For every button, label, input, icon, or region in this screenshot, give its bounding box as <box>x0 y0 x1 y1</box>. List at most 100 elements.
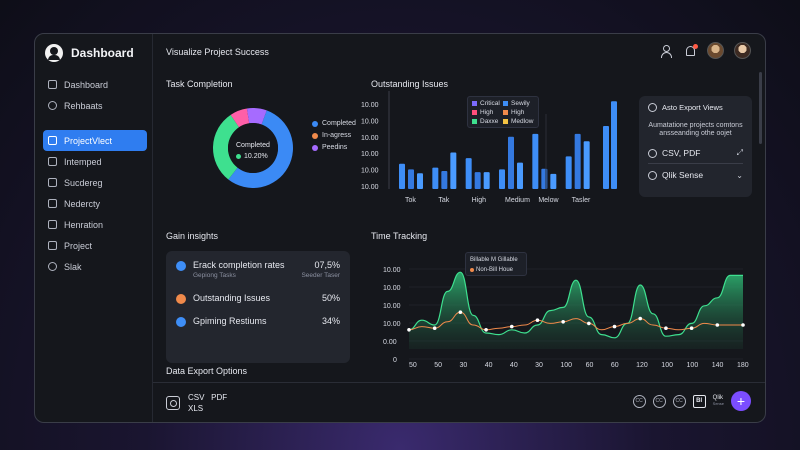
data-point[interactable] <box>612 324 617 329</box>
data-point[interactable] <box>664 326 668 330</box>
data-export-options: CSV PDF XLS <box>166 392 227 414</box>
notification-bell-icon[interactable] <box>683 43 698 58</box>
bar[interactable] <box>465 158 472 189</box>
bar[interactable] <box>532 133 539 189</box>
bi-icon[interactable]: BI <box>692 394 706 408</box>
data-point[interactable] <box>587 321 591 326</box>
bar[interactable] <box>517 162 523 189</box>
data-point[interactable] <box>535 318 540 322</box>
y-tick-label: 10.00 <box>361 118 379 125</box>
export-option-csv-pdf[interactable]: CSV, PDF ⤢ <box>648 148 743 158</box>
data-point[interactable] <box>484 328 488 332</box>
data-point[interactable] <box>509 324 514 329</box>
bar[interactable] <box>417 173 423 189</box>
x-tick-label: Medium <box>505 197 530 204</box>
data-point[interactable] <box>741 323 745 327</box>
bar[interactable] <box>408 169 414 189</box>
data-point[interactable] <box>432 326 437 330</box>
bar[interactable] <box>483 172 490 189</box>
list-item[interactable]: Outstanding Issues 50% <box>176 293 340 304</box>
task-completion-donut <box>213 108 293 188</box>
chart-icon <box>48 157 57 166</box>
sidebar-item-generation[interactable]: Henration <box>43 214 147 235</box>
sidebar-item-integrated[interactable]: Intemped <box>43 151 147 172</box>
folder-icon <box>48 136 57 145</box>
data-point[interactable] <box>458 310 463 314</box>
x-tick-label: Melow <box>538 197 559 204</box>
user-icon <box>48 101 57 110</box>
qlik-sense-button[interactable]: Qlik Sense <box>712 395 724 406</box>
page-title: Visualize Project Success <box>166 47 269 57</box>
scrollbar[interactable] <box>759 72 762 144</box>
pdf-export-link[interactable]: PDF <box>211 393 228 402</box>
clipboard-icon <box>48 199 57 208</box>
x-tick-label: 50 <box>409 362 417 369</box>
non-billable-line[interactable] <box>408 311 743 331</box>
expand-icon[interactable]: ⤢ <box>736 148 743 157</box>
bar[interactable] <box>611 101 617 189</box>
x-tick-label: 120 <box>636 362 648 369</box>
bar[interactable] <box>432 167 439 189</box>
legend-swatch <box>472 100 477 106</box>
y-tick-label: 10.00 <box>383 267 401 274</box>
bar[interactable] <box>499 169 505 189</box>
avatar[interactable] <box>734 42 751 59</box>
data-point[interactable] <box>407 328 411 332</box>
chevron-down-icon[interactable]: ⌄ <box>736 170 743 180</box>
bar[interactable] <box>450 152 457 189</box>
data-point[interactable] <box>689 326 694 330</box>
data-point[interactable] <box>561 320 565 324</box>
legend-swatch <box>503 109 508 115</box>
status-dot <box>176 261 186 271</box>
bar[interactable] <box>603 126 609 189</box>
donut-slice[interactable] <box>230 108 250 128</box>
y-tick-label: 10.00 <box>361 135 379 142</box>
bar[interactable] <box>508 136 514 189</box>
sidebar-item-slack[interactable]: Slak <box>43 256 147 277</box>
xls-export-link[interactable]: XLS <box>188 404 204 413</box>
sidebar-item-necessity[interactable]: Nedercty <box>43 193 147 214</box>
legend-swatch <box>472 109 477 115</box>
camera-icon[interactable] <box>166 396 180 410</box>
y-tick-label: 0.00 <box>383 339 397 346</box>
add-button[interactable]: + <box>731 391 751 411</box>
donut-slice[interactable] <box>246 108 267 125</box>
donut-slice[interactable] <box>228 110 293 188</box>
legend-swatch <box>503 118 508 124</box>
bar[interactable] <box>474 172 481 189</box>
brand: Dashboard <box>45 44 134 62</box>
sidebar-item-scheduling[interactable]: Sucdereg <box>43 172 147 193</box>
bar[interactable] <box>441 171 448 189</box>
status-dot <box>176 317 186 327</box>
bar[interactable] <box>565 156 572 189</box>
avatar[interactable] <box>707 42 724 59</box>
profile-icon[interactable] <box>659 44 673 58</box>
x-tick-label: 100 <box>560 362 572 369</box>
cc-icon[interactable]: CC <box>672 394 686 408</box>
list-item[interactable]: Erack completion rates Gepiong Tasks 07,5… <box>176 260 340 279</box>
status-dot <box>176 294 186 304</box>
sidebar-item-reports[interactable]: Rehbaats <box>43 95 147 116</box>
data-point[interactable] <box>715 323 720 327</box>
export-option-qlik[interactable]: Qlik Sense ⌄ <box>648 170 743 180</box>
y-tick-label: 0 <box>393 357 397 364</box>
user-logo-icon <box>45 44 63 62</box>
bar[interactable] <box>583 141 590 189</box>
sidebar-item-dashboard[interactable]: Dashboard <box>43 74 147 95</box>
cc-icon[interactable]: CC <box>632 394 646 408</box>
bar[interactable] <box>399 163 405 189</box>
list-item[interactable]: Gpiming Restiums 34% <box>176 316 340 327</box>
cc-icon[interactable]: CC <box>652 394 666 408</box>
bar[interactable] <box>550 173 557 189</box>
billable-line[interactable] <box>408 271 743 339</box>
x-tick-label: 50 <box>434 362 442 369</box>
clock-icon <box>648 170 657 180</box>
data-point[interactable] <box>638 316 643 321</box>
bar[interactable] <box>574 133 581 189</box>
sidebar-nav-main: ProjectVlect Intemped Sucdereg Nedercty … <box>43 130 147 277</box>
app-window: Dashboard Dashboard Rehbaats ProjectVlec… <box>34 33 766 423</box>
csv-export-link[interactable]: CSV <box>188 393 205 402</box>
sidebar-item-project-view[interactable]: ProjectVlect <box>43 130 147 151</box>
sidebar-item-project[interactable]: Project <box>43 235 147 256</box>
donut-slice[interactable] <box>213 114 240 180</box>
